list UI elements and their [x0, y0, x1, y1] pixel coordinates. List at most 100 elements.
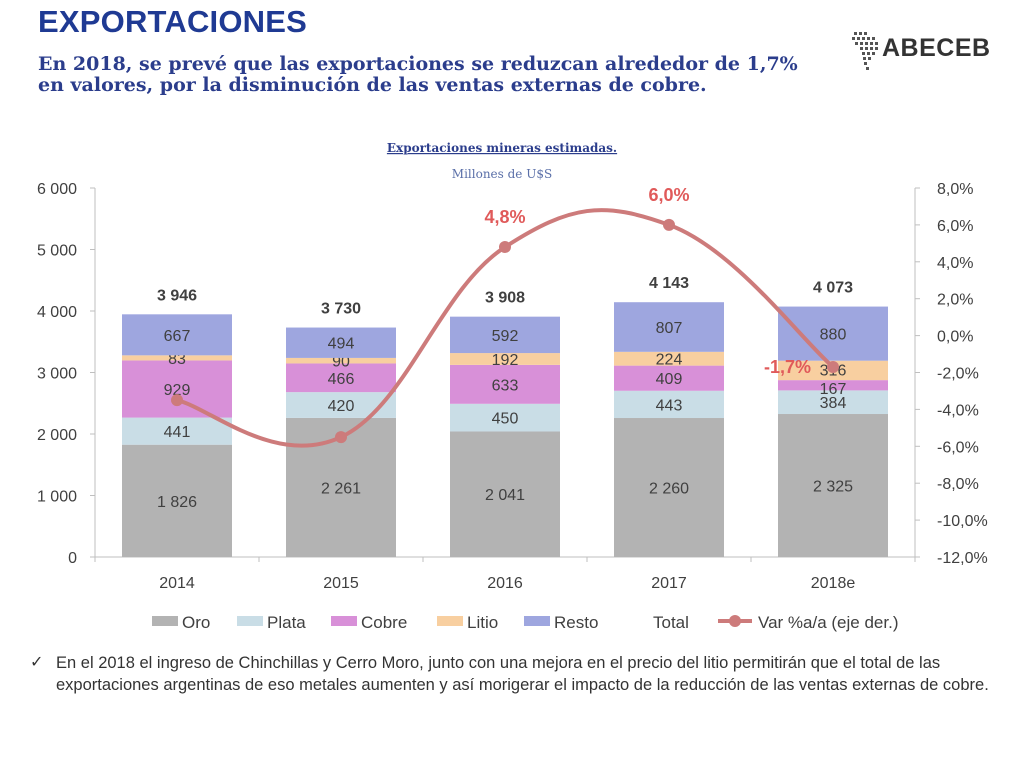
left-axis-tick-label: 1 000 [37, 489, 77, 506]
bar-value-label: 2 261 [321, 480, 361, 497]
legend-label: Plata [267, 613, 306, 632]
bar-cobre [450, 364, 560, 404]
x-axis-category-label: 2015 [323, 575, 359, 592]
legend-label: Cobre [361, 613, 407, 632]
bar-value-label: 441 [164, 424, 191, 441]
bar-value-label: 443 [656, 397, 683, 414]
bar-value-label: 494 [328, 336, 355, 353]
bar-value-label: 633 [492, 377, 519, 394]
bar-value-label: 90 [332, 354, 350, 371]
var-point [499, 241, 511, 254]
right-axis-tick-label: -4,0% [937, 402, 979, 419]
bar-litio [122, 355, 232, 361]
bar-resto [778, 306, 888, 361]
right-axis-tick-label: 8,0% [937, 181, 973, 198]
bar-value-label: 450 [492, 411, 519, 428]
legend-label-total: Total [653, 613, 689, 632]
bar-resto [450, 316, 560, 354]
bar-plata [614, 390, 724, 419]
bar-total-label: 3 946 [157, 287, 197, 304]
left-axis-tick-label: 3 000 [37, 366, 77, 383]
var-point [171, 394, 183, 407]
page-subtitle: En 2018, se prevé que las exportaciones … [38, 53, 798, 96]
bar-value-label: 592 [492, 328, 519, 345]
legend-line-marker [729, 615, 741, 627]
x-axis-category-label: 2017 [651, 575, 687, 592]
bar-value-label: 224 [656, 352, 683, 369]
bar-plata [286, 392, 396, 418]
bar-cobre [122, 360, 232, 418]
bar-value-label: 2 325 [813, 479, 853, 496]
bar-value-label: 2 260 [649, 481, 689, 498]
legend-label: Resto [554, 613, 598, 632]
legend-swatch-litio [437, 616, 463, 626]
legend-label-line: Var %a/a (eje der.) [758, 613, 898, 632]
right-axis-tick-label: -10,0% [937, 513, 988, 530]
bar-value-label: 384 [820, 395, 847, 412]
left-axis-tick-label: 0 [68, 550, 77, 567]
bar-value-label: 192 [492, 352, 519, 369]
bar-resto [122, 314, 232, 356]
legend-swatch-plata [237, 616, 263, 626]
bar-value-label: 667 [164, 328, 191, 345]
right-axis-tick-label: 6,0% [937, 218, 973, 235]
bar-resto [614, 302, 724, 352]
bar-value-label: 807 [656, 320, 683, 337]
bar-oro [778, 414, 888, 557]
legend-label: Oro [182, 613, 210, 632]
bar-cobre [778, 380, 888, 391]
bar-value-label: 466 [328, 371, 355, 388]
bar-total-label: 4 073 [813, 280, 853, 297]
right-axis-tick-label: 0,0% [937, 329, 973, 346]
checkmark-icon: ✓ [30, 654, 44, 671]
bar-oro [450, 431, 560, 557]
left-axis-tick-label: 2 000 [37, 427, 77, 444]
bar-value-label: 929 [164, 382, 191, 399]
var-point-label: -1,7% [764, 357, 811, 377]
legend-label: Litio [467, 613, 498, 632]
left-axis-tick-label: 4 000 [37, 304, 77, 321]
bar-value-label: 880 [820, 327, 847, 344]
bar-value-label: 409 [656, 371, 683, 388]
bar-plata [778, 390, 888, 415]
legend-swatch-cobre [331, 616, 357, 626]
var-point-label: 4,8% [484, 207, 525, 227]
bar-total-label: 4 143 [649, 275, 689, 292]
logo-text: ABECEB [882, 34, 991, 62]
bar-value-label: 2 041 [485, 487, 525, 504]
legend-swatch-resto [524, 616, 550, 626]
bar-total-label: 3 908 [485, 290, 525, 307]
x-axis-category-label: 2014 [159, 575, 195, 592]
right-axis-tick-label: -12,0% [937, 550, 988, 567]
abeceb-logo: ABECEB [850, 28, 1000, 72]
bar-plata [122, 417, 232, 445]
bar-litio [286, 357, 396, 364]
bar-oro [614, 418, 724, 557]
bar-plata [450, 403, 560, 432]
bar-value-label: 1 826 [157, 494, 197, 511]
right-axis-tick-label: 4,0% [937, 255, 973, 272]
bar-resto [286, 327, 396, 358]
bar-value-label: 420 [328, 398, 355, 415]
exports-chart: Exportaciones mineras estimadas. Millones… [37, 141, 988, 632]
bar-oro [122, 444, 232, 557]
x-axis-category-label: 2018e [811, 575, 856, 592]
var-point [827, 360, 839, 373]
right-axis-tick-label: -6,0% [937, 439, 979, 456]
chart-subtitle: Millones de U$S [452, 167, 552, 181]
bar-litio [614, 351, 724, 366]
bar-cobre [286, 363, 396, 393]
var-point [663, 218, 675, 231]
bar-total-label: 3 730 [321, 301, 361, 318]
bar-cobre [614, 365, 724, 391]
var-point-label: 6,0% [648, 185, 689, 205]
right-axis-tick-label: -8,0% [937, 476, 979, 493]
left-axis-tick-label: 6 000 [37, 181, 77, 198]
right-axis-tick-label: -2,0% [937, 366, 979, 383]
chart-title: Exportaciones mineras estimadas. [387, 141, 617, 155]
var-point [335, 431, 347, 444]
bullet-text: En el 2018 el ingreso de Chinchillas y C… [56, 654, 989, 694]
left-axis-tick-label: 5 000 [37, 243, 77, 260]
bar-litio [450, 353, 560, 365]
right-axis-tick-label: 2,0% [937, 292, 973, 309]
